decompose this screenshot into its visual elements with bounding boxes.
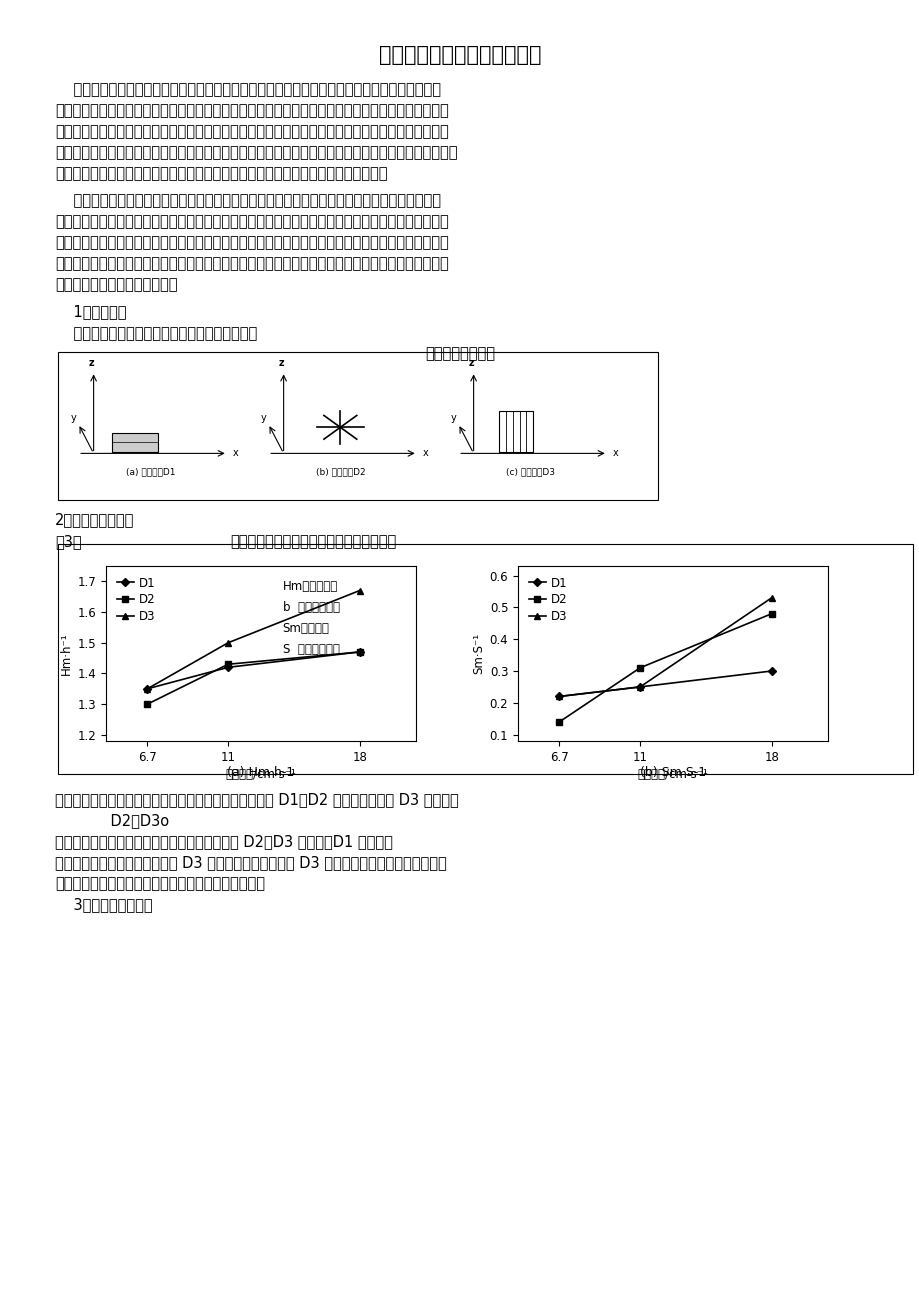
Text: 是鱼礁后部的涡流，这股流的影响范围大，而且其作用是多方面的，在鱼礁的背面会产生负压区，海底: 是鱼礁后部的涡流，这股流的影响范围大，而且其作用是多方面的，在鱼礁的背面会产生负… [55, 124, 448, 139]
Text: z: z [88, 358, 94, 368]
D1 [222, 660, 233, 675]
Text: 1、摆放方式: 1、摆放方式 [55, 304, 127, 319]
Text: Hm上升流高度
b  礁体迎流高度
Sm上升面积
S  礁体迎流面积: Hm上升流高度 b 礁体迎流高度 Sm上升面积 S 礁体迎流面积 [282, 580, 339, 656]
Line: D1: D1 [556, 667, 774, 700]
Text: 3、背涡流流态分析: 3、背涡流流态分析 [55, 896, 153, 912]
Text: 不同流速情况下各礁体的上升流高度、面积: 不同流速情况下各礁体的上升流高度、面积 [230, 533, 396, 549]
Legend: D1, D2, D3: D1, D2, D3 [523, 572, 572, 627]
Text: 在海中投放人工鱼礁，会引起海水水流遇阻而发生流向的变化，在礁体周围产生多种流态，其流: 在海中投放人工鱼礁，会引起海水水流遇阻而发生流向的变化，在礁体周围产生多种流态，… [55, 82, 440, 98]
Text: (b) Sm·S-1: (b) Sm·S-1 [640, 766, 705, 779]
Text: x: x [612, 449, 618, 458]
Text: z: z [278, 358, 284, 368]
Text: 泥沙和大量漂浮物都会在此区停滞，从而引来鱼群，同时，这些涡流的影响范围随着礁体的形状而改变，: 泥沙和大量漂浮物都会在此区停滞，从而引来鱼群，同时，这些涡流的影响范围随着礁体的… [55, 144, 457, 160]
Line: D2: D2 [556, 610, 774, 725]
D3 [222, 635, 233, 650]
Bar [58, 353, 657, 500]
Text: x: x [233, 449, 238, 458]
Text: 2、上升流流态分析: 2、上升流流态分析 [55, 513, 134, 527]
Text: 三种礁体摆放方式: 三种礁体摆放方式 [425, 346, 494, 360]
D3 [354, 583, 365, 598]
Text: y: y [450, 412, 457, 423]
Text: y: y [71, 412, 77, 423]
Text: 多礁的排列组合有关，对流态效应进行深层次的研究，有助于人工鱼礁新构型的开发。下面对不同摆放: 多礁的排列组合有关，对流态效应进行深层次的研究，有助于人工鱼礁新构型的开发。下面… [55, 256, 448, 271]
D2 [766, 606, 777, 622]
Bar [58, 544, 912, 774]
Text: 综合上述两种实验，上升流方面 D3 综合性能比较好，因为 D3 礁体高度比较大，迎流面积也比: 综合上述两种实验，上升流方面 D3 综合性能比较好，因为 D3 礁体高度比较大，… [55, 855, 447, 870]
D2 [142, 696, 153, 712]
Text: (c) 单体渔礁D3: (c) 单体渔礁D3 [505, 467, 554, 476]
D3 [634, 679, 645, 695]
D1 [634, 679, 645, 695]
Text: y: y [261, 412, 267, 423]
D1 [142, 680, 153, 696]
Line: D3: D3 [556, 595, 774, 700]
X-axis label: 来流速度/cm·s⁻¹: 来流速度/cm·s⁻¹ [225, 768, 296, 781]
Text: (b) 单体渔礁D2: (b) 单体渔礁D2 [315, 467, 365, 476]
Text: 态随着礁体的几何形状和礁体的大小的不同而产生各种变化。在流态对鱼礁所产生的作用中，最主要的: 态随着礁体的几何形状和礁体的大小的不同而产生各种变化。在流态对鱼礁所产生的作用中… [55, 103, 448, 118]
D2 [634, 660, 645, 675]
Line: D3: D3 [144, 588, 362, 692]
Text: 如鳞、鲍等，还有些幼鱼都会在礁体内逗留。另外，礁体周边的流态效应也和礁体本身的大小，形状和: 如鳞、鲍等，还有些幼鱼都会在礁体内逗留。另外，礁体周边的流态效应也和礁体本身的大… [55, 235, 448, 250]
Text: 不同摆放方式渔礁的流态分析: 不同摆放方式渔礁的流态分析 [379, 46, 540, 65]
Text: 将星形体按图示三种方法摆放，测其流态数据：: 将星形体按图示三种方法摆放，测其流态数据： [55, 327, 257, 341]
Legend: D1, D2, D3: D1, D2, D3 [112, 572, 160, 627]
Text: x: x [423, 449, 428, 458]
Text: 图3：: 图3： [55, 533, 82, 549]
Text: 较大，能产生较大的液体影响范围及较多的流场情况。: 较大，能产生较大的液体影响范围及较多的流场情况。 [55, 876, 265, 891]
D1 [354, 644, 365, 660]
D2 [354, 644, 365, 660]
Text: 上升流面积：低流速三种情况差别不大，高流速 D2、D3 比较大，D1 比较小。: 上升流面积：低流速三种情况差别不大，高流速 D2、D3 比较大，D1 比较小。 [55, 834, 392, 850]
Line: D1: D1 [144, 649, 362, 692]
Text: 其次是上升流，上升流在一定程度上是随着礁体的高度而改变的，当礁体高度变大，上升流的影: 其次是上升流，上升流在一定程度上是随着礁体的高度而改变的，当礁体高度变大，上升流… [55, 193, 440, 208]
D2 [222, 657, 233, 673]
D2 [553, 714, 564, 730]
D1 [553, 688, 564, 704]
Line: D2: D2 [144, 649, 362, 708]
Text: 响范围也会越大，礁体背涡流也会增大。至于礁体内部的流速则会变缓，可以引诱一些喜好缓流的鱼，: 响范围也会越大，礁体背涡流也会增大。至于礁体内部的流速则会变缓，可以引诱一些喜好… [55, 213, 448, 229]
Text: (a) Hm·h-1: (a) Hm·h-1 [227, 766, 294, 779]
Text: 上升流高度：低流速区三种摆放方式差别不大，高流速区 D1、D2 差别不大，但是 D3 明显大于: 上升流高度：低流速区三种摆放方式差别不大，高流速区 D1、D2 差别不大，但是 … [55, 792, 459, 807]
Y-axis label: Hm·h⁻¹: Hm·h⁻¹ [61, 632, 74, 675]
Bar [499, 411, 532, 451]
D1 [766, 664, 777, 679]
Text: 方式星形体渔礁进行流场研究。: 方式星形体渔礁进行流场研究。 [55, 277, 177, 291]
D3 [553, 688, 564, 704]
X-axis label: 来流速度/cm·s⁻¹: 来流速度/cm·s⁻¹ [637, 768, 708, 781]
D3 [766, 591, 777, 606]
Text: D2、D3o: D2、D3o [55, 813, 169, 827]
D3 [142, 680, 153, 696]
Text: (a) 单体渔礁D1: (a) 单体渔礁D1 [126, 467, 175, 476]
Bar [111, 433, 158, 451]
Text: 有的涡流延伸很长，形成涡街，对海底干扰较大，使得海底生物环境发生较大的变化。: 有的涡流延伸很长，形成涡街，对海底干扰较大，使得海底生物环境发生较大的变化。 [55, 167, 387, 181]
Text: z: z [468, 358, 473, 368]
Y-axis label: Sm·S⁻¹: Sm·S⁻¹ [472, 634, 485, 674]
